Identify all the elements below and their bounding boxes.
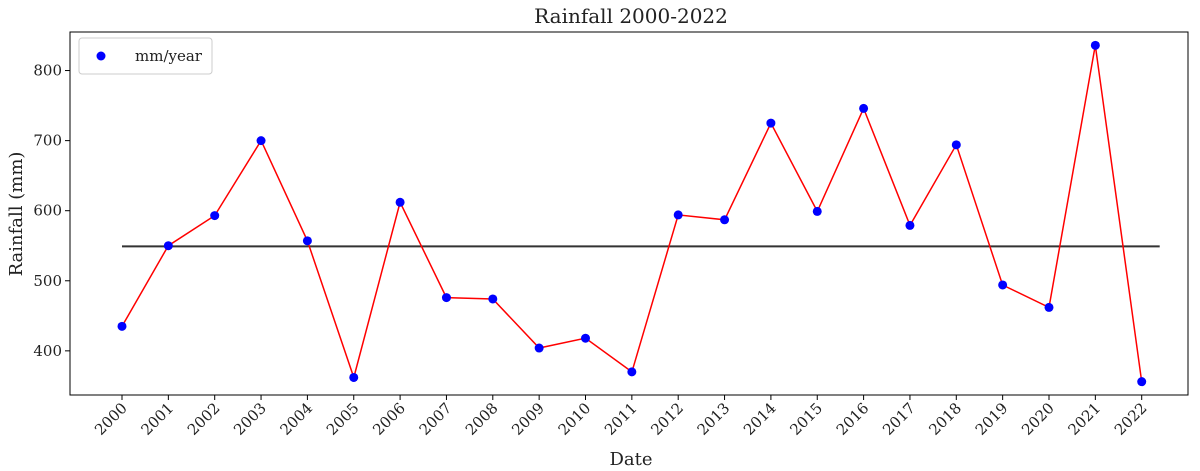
legend: mm/year xyxy=(78,37,213,75)
data-point-2021 xyxy=(1090,40,1100,50)
y-tick-label: 600 xyxy=(33,202,62,220)
x-tick-label: 2011 xyxy=(601,399,641,439)
x-tick-label: 2014 xyxy=(740,399,780,439)
data-point-2009 xyxy=(534,343,544,353)
x-tick-label: 2009 xyxy=(508,399,548,439)
data-point-2017 xyxy=(905,220,915,230)
legend-box xyxy=(78,37,213,75)
x-tick-label: 2000 xyxy=(91,399,131,439)
x-tick-label: 2017 xyxy=(879,399,919,439)
data-point-2010 xyxy=(581,333,590,343)
data-point-2014 xyxy=(766,118,776,128)
legend-entry: mm/year xyxy=(135,47,203,65)
x-tick-label: 2004 xyxy=(276,399,316,439)
x-tick-label: 2013 xyxy=(694,399,734,439)
plot-area xyxy=(69,31,1189,396)
x-tick-label: 2007 xyxy=(416,399,456,439)
y-tick-label: 500 xyxy=(33,272,62,290)
data-point-2001 xyxy=(163,241,173,251)
x-axis-label: Date xyxy=(609,449,652,470)
y-axis-label: Rainfall (mm) xyxy=(6,152,27,277)
legend-marker-icon xyxy=(96,51,106,61)
x-tick-label: 2022 xyxy=(1111,399,1151,439)
x-tick-label: 2019 xyxy=(972,399,1012,439)
x-tick-label: 2012 xyxy=(647,399,687,439)
data-point-2002 xyxy=(210,211,220,221)
data-point-2018 xyxy=(951,140,961,150)
x-tick-label: 2008 xyxy=(462,399,502,439)
x-tick-label: 2015 xyxy=(786,399,826,439)
data-point-2019 xyxy=(998,280,1008,290)
x-tick-label: 2002 xyxy=(184,399,224,439)
data-point-2012 xyxy=(673,210,683,220)
x-tick-label: 2018 xyxy=(925,399,965,439)
x-tick-label: 2020 xyxy=(1018,399,1058,439)
x-axis-ticks: 2000 2001 2002 2003 2004 2005 2006 2007 2008 2009… xyxy=(91,395,1151,439)
x-tick-label: 2006 xyxy=(369,399,409,439)
data-point-2007 xyxy=(441,293,451,303)
data-point-2004 xyxy=(302,236,312,246)
series-line-layer xyxy=(121,45,1143,382)
data-point-2011 xyxy=(627,367,637,377)
x-tick-label: 2003 xyxy=(230,399,270,439)
x-tick-label: 2016 xyxy=(833,399,873,439)
data-point-2003 xyxy=(256,136,266,146)
y-tick-label: 800 xyxy=(33,62,62,80)
data-point-2013 xyxy=(720,215,730,225)
data-point-2005 xyxy=(349,372,359,382)
x-tick-label: 2010 xyxy=(555,399,595,439)
y-tick-label: 400 xyxy=(33,342,62,360)
data-point-2022 xyxy=(1137,377,1147,387)
chart-title: Rainfall 2000-2022 xyxy=(534,4,728,28)
data-point-2015 xyxy=(812,206,822,216)
data-points xyxy=(117,40,1147,387)
data-point-2000 xyxy=(117,321,127,331)
y-tick-label: 700 xyxy=(33,132,62,150)
x-tick-label: 2005 xyxy=(323,399,363,439)
series-line xyxy=(121,45,1143,382)
y-axis-ticks: 400 500 600 700 800 xyxy=(33,62,70,360)
data-point-2020 xyxy=(1044,302,1054,312)
x-tick-label: 2021 xyxy=(1064,399,1104,439)
plot-frame xyxy=(69,31,1189,396)
x-tick-label: 2001 xyxy=(137,399,177,439)
data-point-2008 xyxy=(488,294,498,304)
data-point-2006 xyxy=(395,197,405,207)
data-point-2016 xyxy=(859,103,869,113)
